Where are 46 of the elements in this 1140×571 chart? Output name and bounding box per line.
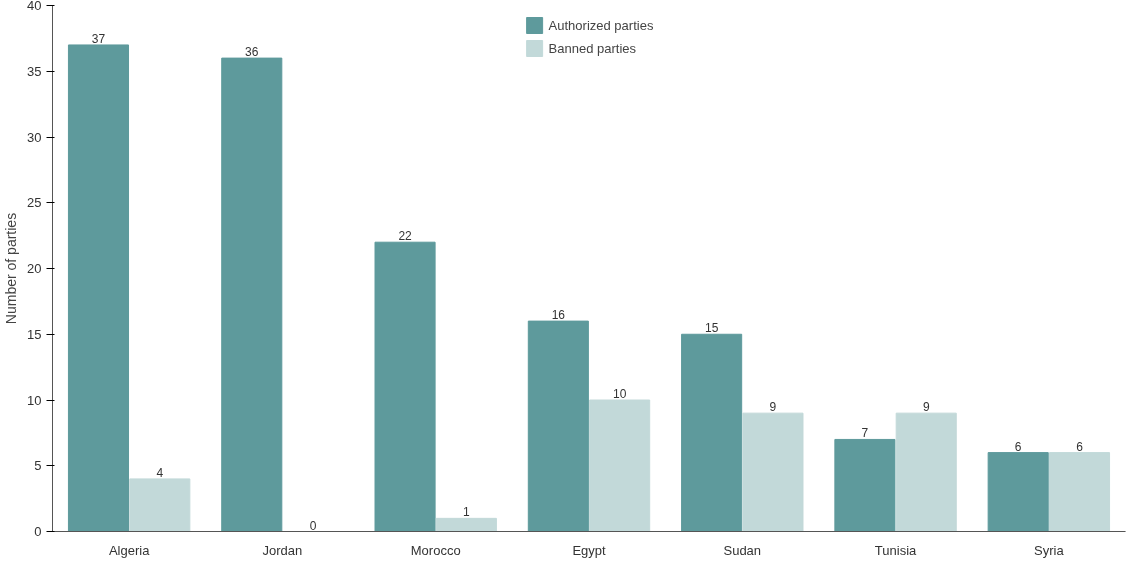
data-label: 9: [769, 400, 777, 415]
bar: [895, 412, 957, 532]
x-tick-label: Tunisia: [874, 542, 918, 558]
y-tick-label: 5: [34, 458, 42, 474]
data-label: 7: [861, 426, 869, 441]
bar: [681, 333, 743, 532]
data-label: 4: [156, 465, 164, 480]
bar: [1048, 452, 1111, 532]
legend-label: Authorized parties: [548, 17, 654, 33]
bar: [221, 57, 283, 532]
y-tick-label: 40: [27, 0, 42, 13]
x-tick-label: Egypt: [572, 542, 607, 558]
legend-label: Banned parties: [548, 40, 637, 56]
data-label: 16: [551, 308, 566, 323]
y-tick-label: 0: [34, 524, 42, 539]
y-tick-label: 30: [27, 129, 42, 145]
data-label: 6: [1076, 439, 1084, 454]
data-label: 36: [245, 45, 259, 60]
data-label: 1: [463, 505, 471, 520]
x-tick-label: Algeria: [108, 542, 151, 558]
y-tick-label: 20: [27, 261, 42, 276]
x-tick-label: Sudan: [723, 542, 762, 558]
data-label: 9: [922, 400, 930, 415]
data-label: 37: [91, 31, 106, 46]
x-tick-label: Jordan: [262, 542, 303, 558]
data-label: 22: [398, 229, 413, 244]
x-tick-label: Morocco: [410, 542, 461, 558]
data-label: 0: [309, 518, 317, 533]
bar: [987, 452, 1049, 532]
y-tick-label: 10: [27, 392, 42, 408]
data-label: 15: [704, 321, 719, 336]
data-label: 6: [1014, 439, 1022, 454]
x-tick-label: Syria: [1034, 542, 1065, 558]
y-tick-label: 35: [27, 63, 42, 79]
bar: [527, 320, 589, 532]
y-tick-label: 15: [27, 326, 42, 342]
bar: [742, 412, 804, 532]
bar: [67, 44, 130, 532]
bar: [435, 517, 497, 532]
bar: [129, 478, 191, 532]
data-label: 10: [612, 387, 627, 401]
bar: [589, 399, 651, 532]
bar: [834, 438, 896, 532]
bar: [374, 241, 436, 532]
y-tick-label: 25: [27, 195, 42, 211]
y-axis-title: Number of parties: [3, 212, 20, 325]
